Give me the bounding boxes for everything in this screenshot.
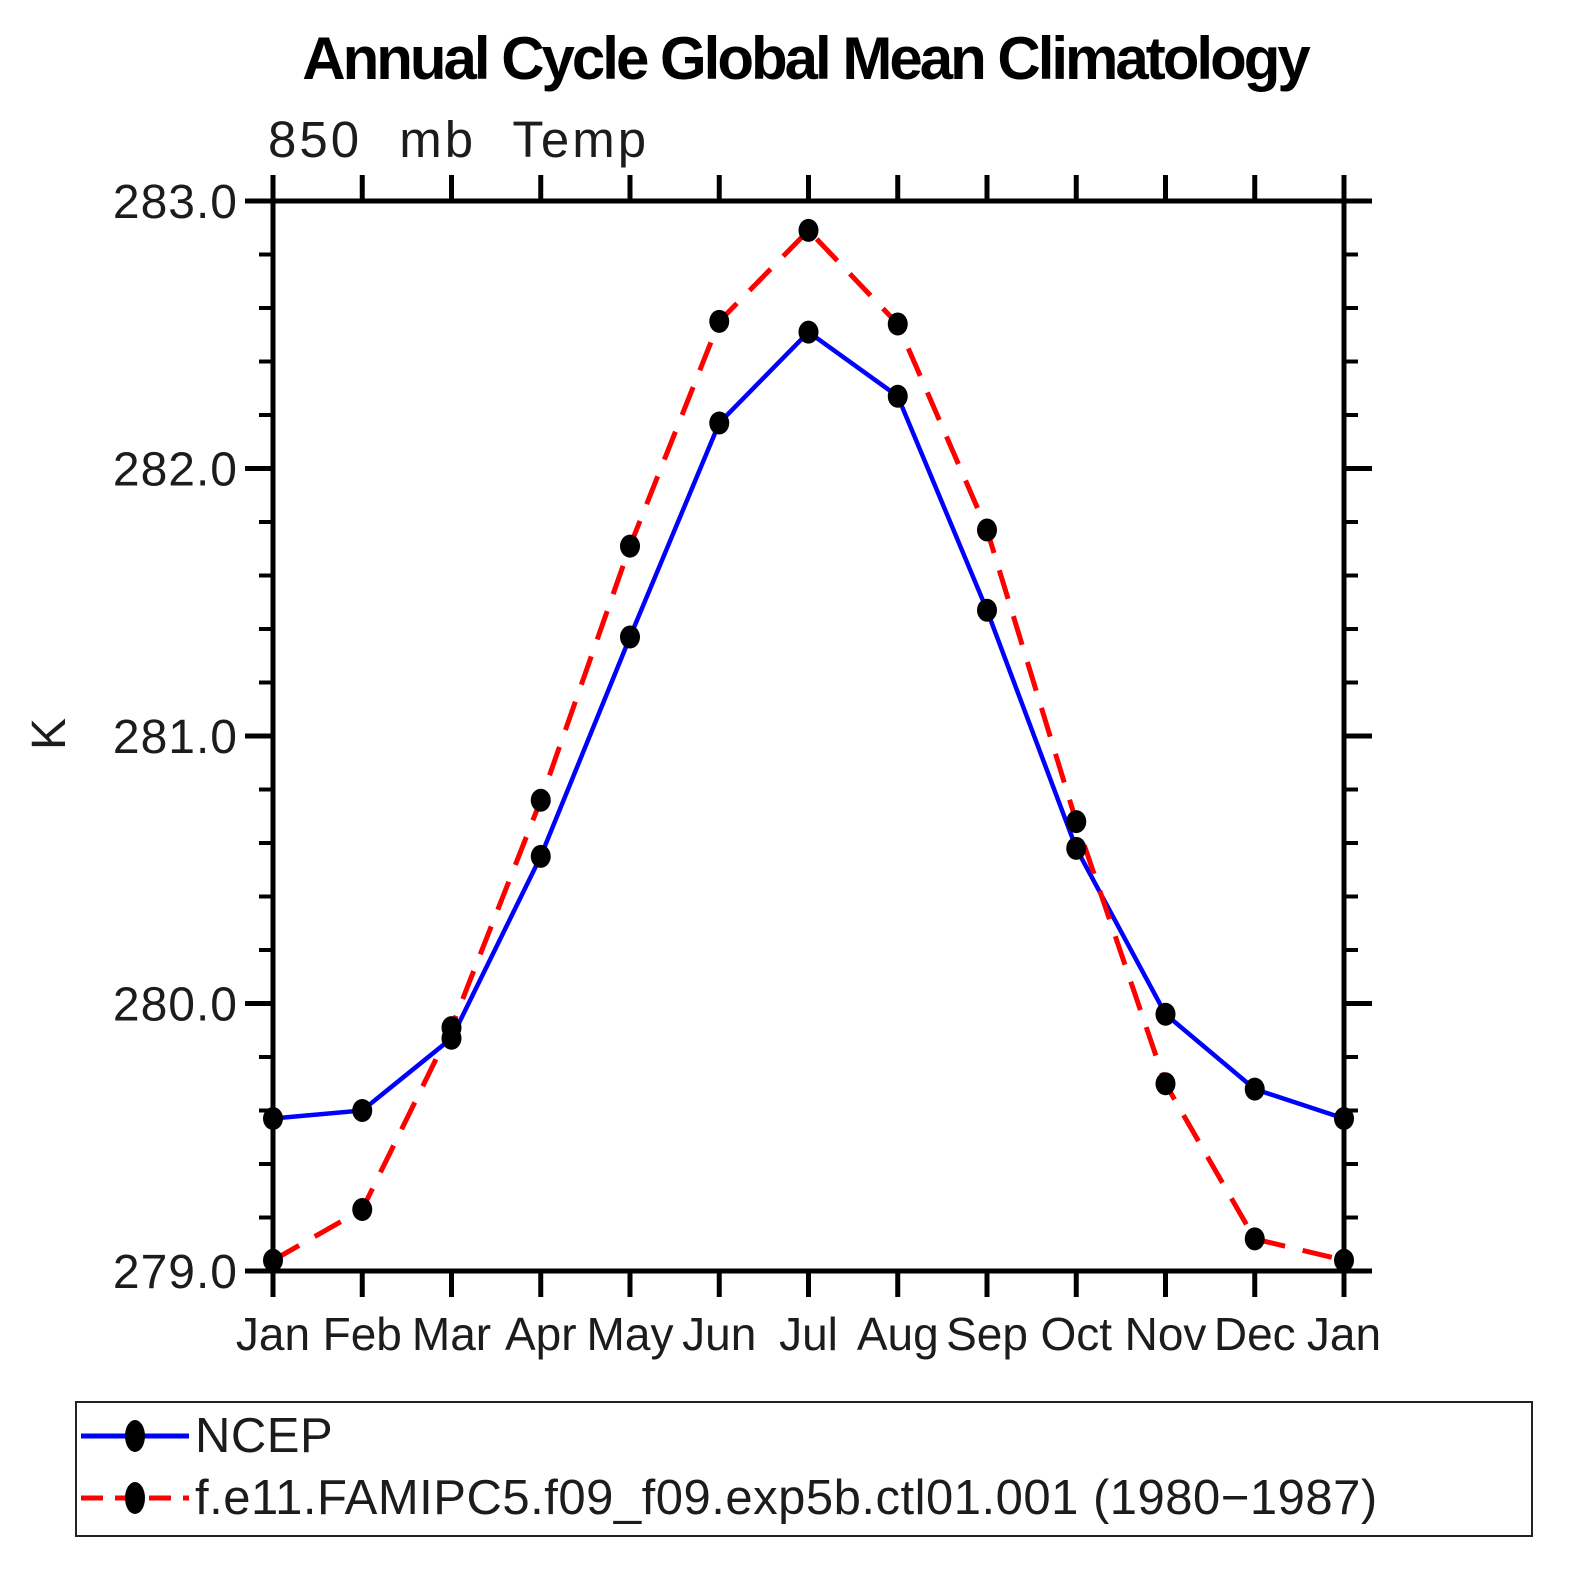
legend-marker-dot <box>125 1482 145 1514</box>
data-point-marker <box>1155 1002 1176 1026</box>
y-tick-label: 283.0 <box>113 176 238 229</box>
data-point-marker <box>620 625 640 649</box>
data-point-marker <box>530 788 551 812</box>
data-point-marker <box>263 1107 283 1131</box>
data-point-marker <box>263 1248 283 1272</box>
y-tick-label: 280.0 <box>113 979 238 1032</box>
data-point-marker <box>441 1016 462 1040</box>
data-point-marker <box>1155 1072 1176 1096</box>
x-tick-label: Oct <box>1040 1308 1112 1360</box>
data-point-marker <box>709 309 730 333</box>
chart-subtitle: 850 mb Temp <box>268 111 650 168</box>
plot-area: Jan Feb Mar Apr May Jun Jul Aug Sep Oct Nov Dec Jan2… <box>113 175 1381 1360</box>
x-tick-label: May <box>587 1308 674 1360</box>
data-point-marker <box>798 320 819 344</box>
y-tick-label: 279.0 <box>113 1246 238 1299</box>
x-tick-label: Apr <box>505 1308 577 1360</box>
x-tick-label: Jun <box>682 1308 756 1360</box>
data-point-marker <box>1244 1077 1265 1101</box>
data-point-marker <box>620 534 640 558</box>
series-line-1 <box>271 226 1345 1263</box>
data-point-marker <box>887 312 908 336</box>
data-point-marker <box>352 1099 373 1122</box>
data-point-marker <box>798 218 819 242</box>
y-tick-label: 281.0 <box>113 711 238 764</box>
x-tick-label: Mar <box>412 1308 491 1360</box>
data-point-marker <box>1334 1248 1354 1272</box>
legend-key-dashed-line <box>81 1482 189 1514</box>
data-point-marker <box>1244 1227 1265 1251</box>
chart-title: Annual Cycle Global Mean Climatology <box>302 25 1311 92</box>
data-point-marker <box>887 384 908 408</box>
x-tick-label: Dec <box>1214 1308 1296 1360</box>
x-tick-label: Sep <box>946 1308 1028 1360</box>
data-point-marker <box>977 598 997 622</box>
x-tick-label: Jul <box>779 1308 838 1360</box>
data-point-marker <box>977 518 997 542</box>
series-line-0 <box>272 329 1345 1121</box>
x-tick-label: Jan <box>1307 1308 1381 1360</box>
legend-item-ncep: NCEP <box>79 1405 333 1467</box>
data-point-marker <box>709 411 730 435</box>
legend-label-ncep: NCEP <box>195 1409 334 1463</box>
legend-label-model: f.e11.FAMIPC5.f09_f09.exp5b.ctl01.001 (1… <box>195 1471 1378 1525</box>
data-point-marker <box>1066 810 1087 834</box>
legend-key-solid-line <box>81 1420 189 1452</box>
data-point-marker <box>1066 836 1087 860</box>
data-point-marker <box>1334 1107 1354 1131</box>
data-point-marker <box>530 844 551 868</box>
x-tick-label: Nov <box>1125 1308 1207 1360</box>
data-point-marker <box>352 1197 373 1221</box>
legend-marker-dot <box>125 1420 145 1452</box>
legend-item-model: f.e11.FAMIPC5.f09_f09.exp5b.ctl01.001 (1… <box>79 1467 1378 1529</box>
x-tick-label: Jan <box>236 1308 310 1360</box>
legend: NCEP f.e11.FAMIPC5.f09_f09.exp5b.ctl01.0… <box>75 1401 1533 1537</box>
x-tick-label: Aug <box>857 1308 939 1360</box>
y-tick-label: 282.0 <box>113 444 238 497</box>
x-tick-label: Feb <box>323 1308 402 1360</box>
